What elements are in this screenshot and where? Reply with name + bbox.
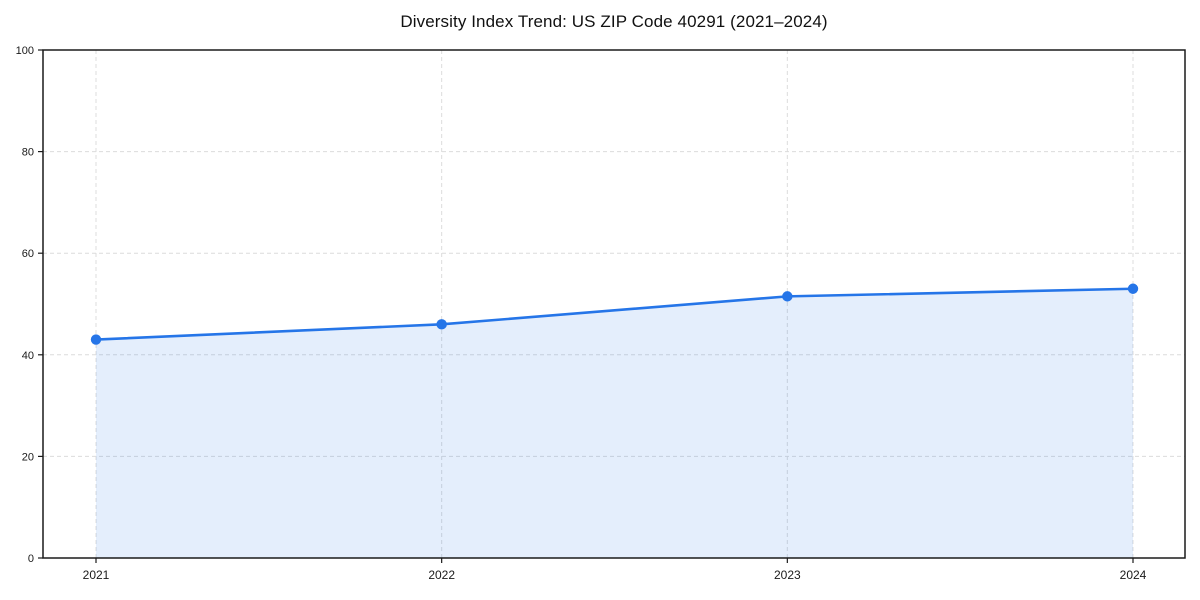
x-tick-label: 2022 [428, 568, 455, 582]
y-tick-label: 100 [16, 45, 34, 57]
plot-border [42, 49, 1186, 559]
chart-title: Diversity Index Trend: US ZIP Code 40291… [400, 12, 828, 31]
trend-line [94, 287, 1135, 341]
x-tick-label: 2023 [774, 568, 801, 582]
y-tick-label: 40 [22, 350, 34, 362]
y-tick-label: 80 [22, 147, 34, 159]
x-tick-label: 2024 [1120, 568, 1147, 582]
data-point-2023 [782, 291, 793, 302]
data-point-2022 [436, 319, 447, 330]
x-tick-label: 2021 [83, 568, 110, 582]
y-tick-label: 60 [22, 248, 34, 260]
y-tick-label: 20 [22, 451, 34, 463]
area-fill [96, 288, 1133, 558]
data-point-2021 [90, 334, 102, 345]
y-tick-label: 0 [28, 553, 34, 565]
data-point-2024 [1127, 283, 1139, 294]
